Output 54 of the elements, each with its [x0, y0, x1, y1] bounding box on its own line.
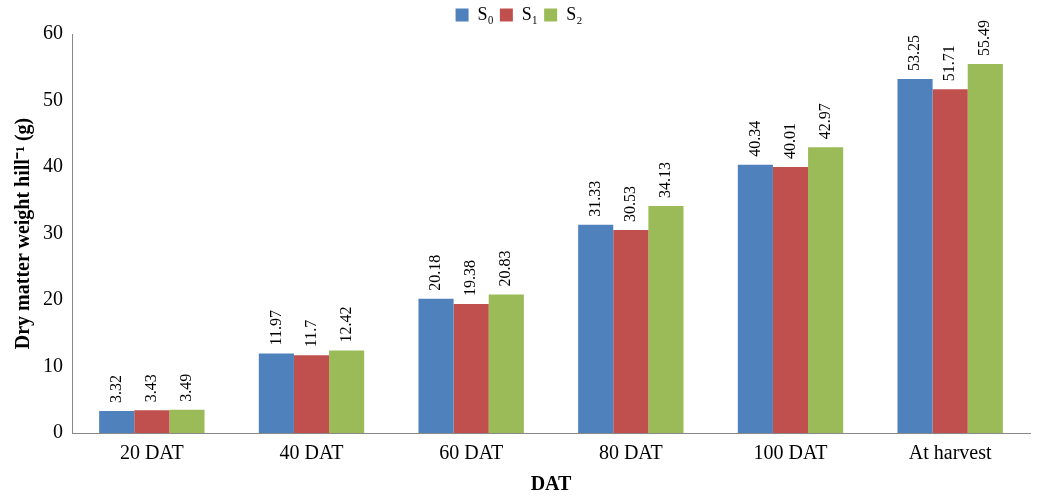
bar [648, 206, 684, 433]
data-label: 3.32 [106, 374, 124, 403]
bar [578, 224, 614, 433]
y-tick-label: 40 [43, 154, 63, 177]
data-label: 51.71 [940, 45, 958, 82]
data-label: 55.49 [975, 19, 993, 56]
y-tick-label: 0 [53, 420, 63, 443]
x-tick-label: 40 DAT [279, 441, 344, 464]
bar [258, 353, 294, 433]
y-axis-title: Dry matter weight hill⁻¹ (g) [11, 117, 35, 350]
y-tick-label: 50 [43, 87, 63, 110]
data-label: 53.25 [905, 34, 923, 71]
legend-label: S₁ [521, 3, 539, 24]
x-tick-label: 100 DAT [753, 441, 828, 464]
bar [613, 229, 649, 433]
bar [967, 63, 1003, 433]
legend-label: S₀ [477, 3, 494, 24]
bar [808, 147, 844, 433]
bar [932, 89, 968, 433]
bar [169, 409, 205, 433]
bar [134, 410, 170, 433]
x-axis-title: DAT [530, 472, 573, 495]
bar [488, 294, 524, 433]
bar [418, 298, 454, 433]
data-label: 11.97 [266, 309, 284, 346]
bar [897, 78, 933, 433]
x-tick-label: At harvest [908, 441, 992, 464]
data-label: 42.97 [815, 103, 833, 140]
bar [99, 410, 135, 433]
data-label: 34.13 [656, 162, 674, 199]
y-tick-label: 10 [43, 353, 63, 376]
bar [453, 304, 489, 433]
data-label: 40.01 [780, 122, 798, 159]
data-label: 40.34 [745, 120, 763, 157]
bar [329, 350, 365, 433]
data-label: 30.53 [621, 185, 639, 222]
data-label: 11.7 [301, 319, 319, 348]
x-tick-label: 80 DAT [598, 441, 663, 464]
y-tick-label: 20 [43, 287, 63, 310]
x-tick-label: 20 DAT [119, 441, 184, 464]
data-label: 3.49 [177, 373, 195, 402]
data-label: 12.42 [336, 306, 354, 343]
data-label: 31.33 [585, 180, 603, 217]
data-label: 19.38 [461, 260, 479, 297]
bar [772, 166, 809, 433]
y-tick-label: 30 [43, 220, 63, 243]
legend-label: S₂ [566, 3, 583, 24]
data-label: 20.18 [426, 254, 444, 291]
data-label: 3.43 [142, 374, 160, 403]
bar [737, 164, 773, 433]
x-tick-label: 60 DAT [439, 441, 504, 464]
data-label: 20.83 [496, 250, 514, 287]
y-tick-label: 60 [43, 21, 63, 44]
bar [293, 355, 330, 433]
